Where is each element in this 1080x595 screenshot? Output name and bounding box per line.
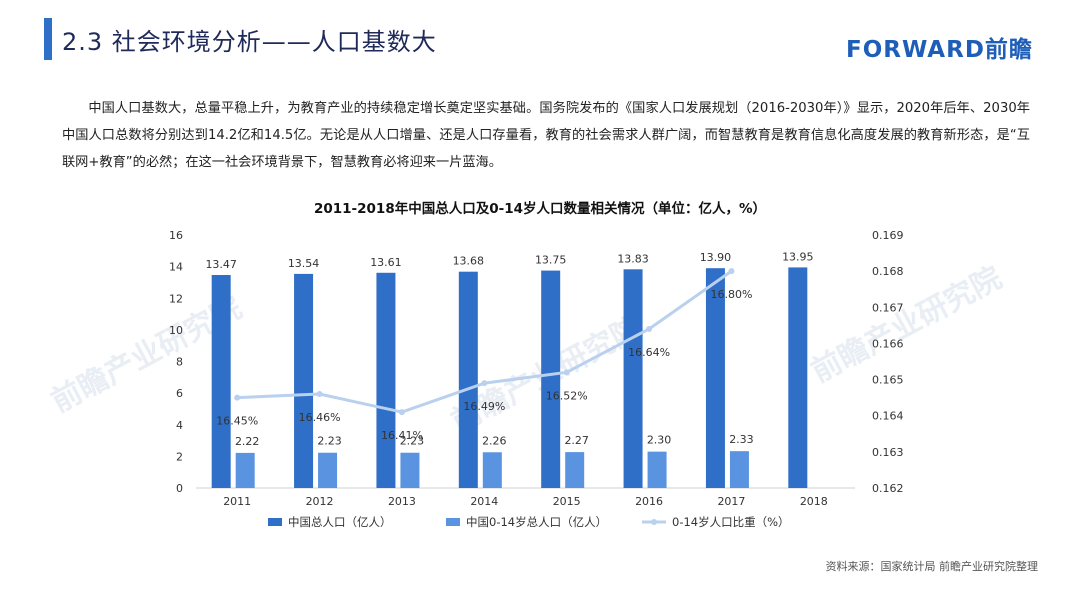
legend-total-label: 中国总人口（亿人） xyxy=(288,515,392,529)
x-tick-label: 2013 xyxy=(388,495,416,508)
y-tick-label: 12 xyxy=(169,292,183,305)
ratio-point xyxy=(234,394,241,401)
total-population-bar xyxy=(541,270,561,488)
x-tick-label: 2011 xyxy=(223,495,251,508)
y-tick-label: 2 xyxy=(176,450,183,463)
ratio-label: 16.64% xyxy=(628,346,670,359)
ratio-point xyxy=(481,380,488,387)
y2-tick-label: 0.165 xyxy=(872,374,904,387)
y-tick-label: 0 xyxy=(176,482,183,495)
young-population-bar xyxy=(235,452,255,488)
legend-ratio-label: 0-14岁人口比重（%） xyxy=(672,515,790,529)
title-accent-bar xyxy=(44,18,52,60)
legend-ratio-marker xyxy=(651,519,657,525)
y2-tick-label: 0.164 xyxy=(872,410,904,423)
total-population-bar xyxy=(705,268,725,488)
young-population-bar xyxy=(482,452,502,488)
y-tick-label: 14 xyxy=(169,261,183,274)
total-population-label: 13.75 xyxy=(535,254,567,267)
y-tick-label: 16 xyxy=(169,229,183,242)
young-population-label: 2.22 xyxy=(235,435,260,448)
young-population-bar xyxy=(729,451,749,488)
y-tick-label: 4 xyxy=(176,419,183,432)
y2-tick-label: 0.168 xyxy=(872,265,904,278)
intro-paragraph: 中国人口基数大，总量平稳上升，为教育产业的持续稳定增长奠定坚实基础。国务院发布的… xyxy=(62,101,1030,170)
young-population-label: 2.26 xyxy=(482,434,507,447)
x-tick-label: 2018 xyxy=(800,495,828,508)
young-population-bar xyxy=(400,452,420,488)
ratio-point xyxy=(728,268,735,275)
total-population-bar xyxy=(788,267,808,488)
forward-logo: FORWARD前瞻 xyxy=(846,37,1033,63)
x-tick-label: 2014 xyxy=(470,495,498,508)
young-population-label: 2.33 xyxy=(729,433,754,446)
young-population-bar xyxy=(647,451,667,488)
total-population-bar xyxy=(211,275,231,488)
young-population-label: 2.30 xyxy=(647,434,672,447)
ratio-point xyxy=(316,391,323,398)
total-population-label: 13.47 xyxy=(205,258,237,271)
young-population-label: 2.27 xyxy=(564,434,589,447)
total-population-label: 13.68 xyxy=(453,255,485,268)
ratio-label: 16.49% xyxy=(463,400,505,413)
x-tick-label: 2012 xyxy=(306,495,334,508)
y-tick-label: 6 xyxy=(176,387,183,400)
total-population-label: 13.61 xyxy=(370,256,402,269)
total-population-bar xyxy=(458,271,478,488)
x-tick-label: 2015 xyxy=(553,495,581,508)
young-population-bar xyxy=(318,452,338,488)
young-population-bar xyxy=(565,452,585,488)
young-population-label: 2.23 xyxy=(317,435,342,448)
x-tick-label: 2016 xyxy=(635,495,663,508)
ratio-label: 16.45% xyxy=(216,415,258,428)
ratio-label: 16.80% xyxy=(710,288,752,301)
legend-total-swatch xyxy=(268,518,282,526)
y2-tick-label: 0.163 xyxy=(872,446,904,459)
total-population-bar xyxy=(623,269,643,488)
total-population-bar xyxy=(294,273,314,488)
chart-title: 2011-2018年中国总人口及0-14岁人口数量相关情况（单位：亿人，%） xyxy=(313,201,767,217)
ratio-label: 16.41% xyxy=(381,429,423,442)
total-population-label: 13.83 xyxy=(617,252,649,265)
y2-tick-label: 0.166 xyxy=(872,337,904,350)
ratio-point xyxy=(646,325,653,332)
ratio-label: 16.46% xyxy=(299,411,341,424)
page-title: 2.3 社会环境分析——人口基数大 xyxy=(62,28,437,56)
ratio-point xyxy=(563,369,570,376)
young-population-label: 2.23 xyxy=(400,435,425,448)
total-population-bar xyxy=(376,272,396,488)
legend-young-swatch xyxy=(446,518,460,526)
total-population-label: 13.54 xyxy=(288,257,320,270)
ratio-point xyxy=(398,409,405,416)
total-population-label: 13.90 xyxy=(700,251,732,264)
x-tick-label: 2017 xyxy=(717,495,745,508)
y2-tick-label: 0.169 xyxy=(872,229,904,242)
ratio-label: 16.52% xyxy=(546,389,588,402)
y-tick-label: 8 xyxy=(176,356,183,369)
source-note: 资料来源：国家统计局 前瞻产业研究院整理 xyxy=(825,560,1039,573)
y2-tick-label: 0.162 xyxy=(872,482,904,495)
legend-young-label: 中国0-14岁总人口（亿人） xyxy=(466,515,607,529)
y2-tick-label: 0.167 xyxy=(872,301,904,314)
total-population-label: 13.95 xyxy=(782,250,814,263)
y-tick-label: 10 xyxy=(169,324,183,337)
